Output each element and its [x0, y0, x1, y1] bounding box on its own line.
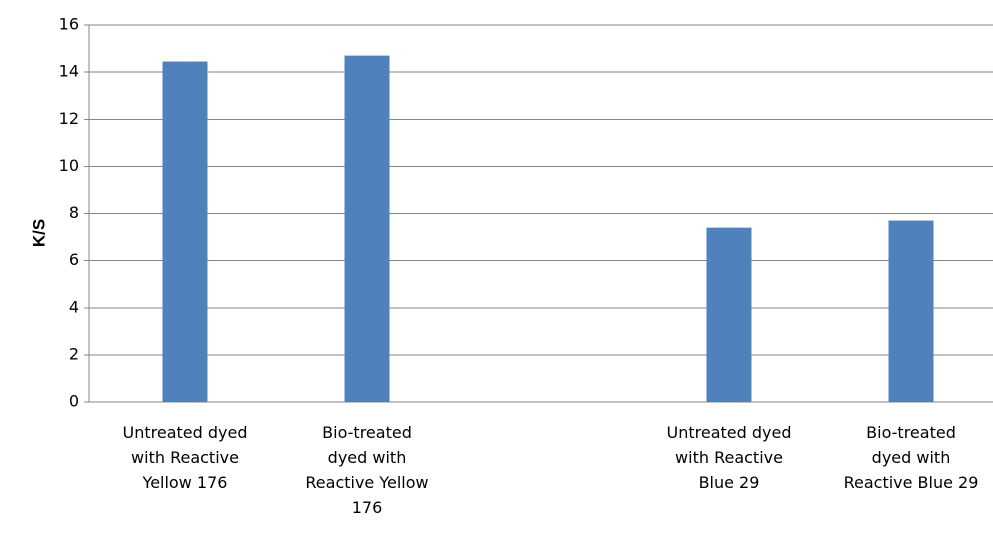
bar: [162, 61, 208, 402]
y-tick-label: 12: [59, 109, 79, 128]
y-tick-label: 14: [59, 62, 79, 81]
category-label: Untreated dyed with Reactive Yellow 176: [123, 423, 248, 492]
y-tick-label: 6: [69, 250, 79, 269]
y-tick-label: 0: [69, 392, 79, 411]
category-label: Untreated dyed with Reactive Blue 29: [667, 423, 792, 492]
bars: [162, 55, 934, 402]
y-tick-label: 2: [69, 344, 79, 363]
category-label: Bio-treated dyed with Reactive Yellow 176: [305, 423, 428, 517]
y-axis: 0 2 4 6 8 10 12 14 16: [59, 15, 90, 411]
y-tick-label: 16: [59, 15, 79, 34]
category-labels: Untreated dyed with Reactive Yellow 176 Bio…: [123, 423, 979, 517]
category-label: Bio-treated dyed with Reactive Blue 29: [844, 423, 979, 492]
y-axis-title: K/S: [29, 219, 48, 247]
bar: [706, 227, 752, 402]
bar: [344, 55, 390, 402]
y-tick-label: 4: [69, 297, 79, 316]
gridlines: [89, 24, 993, 403]
y-tick-label: 8: [69, 203, 79, 222]
bar: [888, 220, 934, 402]
y-tick-label: 10: [59, 156, 79, 175]
